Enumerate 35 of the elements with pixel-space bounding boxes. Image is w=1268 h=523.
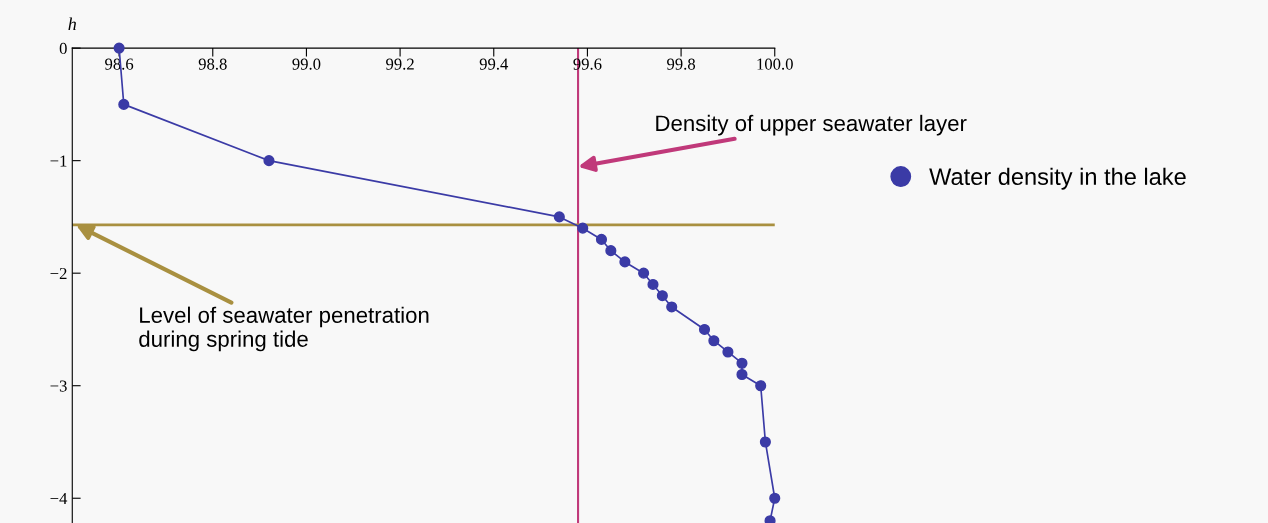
x-tick-label: 99.4 — [479, 58, 509, 70]
x-tick-label: 99.8 — [667, 58, 696, 70]
y-tick-label: −1 — [50, 155, 67, 167]
point — [605, 245, 617, 257]
point — [736, 368, 748, 381]
x-tick-label: 99.2 — [386, 58, 414, 70]
y-tick-label: −2 — [50, 267, 67, 279]
point — [769, 492, 781, 504]
point — [759, 436, 771, 448]
y-tick-label: −3 — [50, 380, 67, 392]
point — [553, 211, 565, 223]
x-tick-label: 99.0 — [292, 58, 321, 70]
y-tick-label: −4 — [50, 493, 68, 505]
legend-label: Water density in the lake — [929, 167, 1186, 190]
point — [118, 98, 130, 110]
y-tick-label: 0 — [59, 42, 67, 55]
point — [638, 267, 650, 279]
point — [736, 357, 748, 369]
y-axis-title: h — [68, 17, 77, 31]
point — [619, 256, 631, 268]
point — [755, 380, 767, 392]
ref-line-label: Level of seawater penetration during spring tide — [139, 306, 429, 352]
x-tick-label: 98.8 — [198, 58, 227, 70]
point — [722, 346, 734, 358]
point — [113, 42, 125, 54]
ref-line-label: Density of upper seawater layer — [656, 114, 967, 136]
point — [647, 278, 659, 290]
point — [595, 233, 608, 245]
point — [656, 290, 668, 302]
point — [708, 335, 720, 347]
point — [698, 323, 711, 336]
point — [577, 222, 589, 234]
x-tick-label: 100.0 — [757, 58, 793, 70]
point — [263, 155, 275, 167]
point — [666, 301, 678, 313]
